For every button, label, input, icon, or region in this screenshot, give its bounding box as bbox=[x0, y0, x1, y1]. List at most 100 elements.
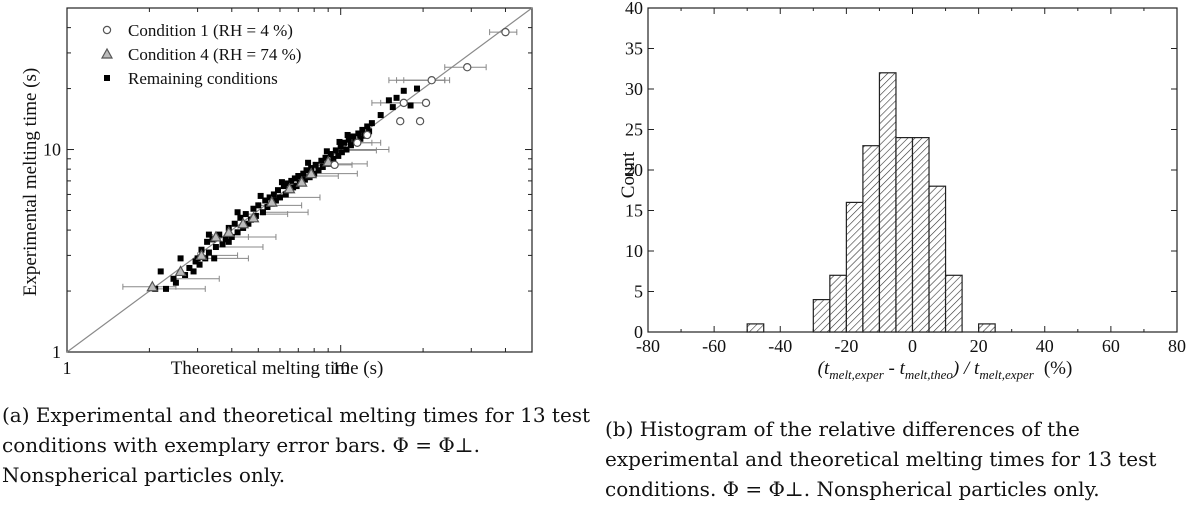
data-point bbox=[237, 214, 244, 221]
data-point bbox=[146, 280, 159, 292]
histogram-y-tick-label: 5 bbox=[634, 282, 643, 302]
legend-marker bbox=[102, 25, 112, 35]
data-point bbox=[192, 258, 199, 265]
histogram-x-tick-label: -20 bbox=[834, 336, 858, 356]
legend-box bbox=[92, 16, 344, 88]
data-point bbox=[364, 123, 371, 130]
data-point bbox=[270, 191, 277, 198]
histogram-y-tick-label: 30 bbox=[625, 79, 643, 99]
data-point bbox=[257, 192, 264, 199]
data-point bbox=[347, 142, 354, 149]
data-point bbox=[323, 148, 330, 155]
data-point bbox=[228, 233, 235, 240]
data-point bbox=[332, 147, 339, 154]
data-point bbox=[389, 104, 396, 111]
histogram-y-tick-label: 35 bbox=[625, 39, 643, 59]
histogram-y-tick-label: 25 bbox=[625, 120, 643, 140]
data-point bbox=[250, 205, 257, 212]
data-point bbox=[427, 75, 436, 85]
histogram-bar bbox=[812, 299, 831, 333]
data-point bbox=[319, 163, 326, 170]
data-point bbox=[255, 202, 262, 209]
data-point bbox=[363, 130, 372, 140]
histogram-bar bbox=[978, 323, 996, 333]
data-point bbox=[343, 146, 350, 153]
histogram-x-tick-label: 60 bbox=[1102, 336, 1120, 356]
data-point bbox=[357, 135, 364, 142]
data-point bbox=[353, 138, 362, 147]
data-point bbox=[318, 157, 325, 164]
scatter-y-tick-label: 1 bbox=[52, 342, 61, 362]
data-point bbox=[172, 279, 179, 286]
data-point bbox=[330, 160, 339, 170]
data-point bbox=[345, 136, 352, 143]
histogram-y-tick-label: 10 bbox=[625, 241, 643, 261]
histogram-x-tick-label: -80 bbox=[636, 336, 660, 356]
data-point bbox=[205, 231, 212, 238]
data-point bbox=[359, 126, 366, 133]
histogram-bar bbox=[895, 137, 914, 333]
histogram-x-tick-label: -60 bbox=[702, 336, 726, 356]
legend-marker bbox=[100, 47, 114, 59]
data-point bbox=[259, 209, 266, 216]
histogram-x-axis-label: (tmelt,exper - tmelt,theo) / tmelt,exper… bbox=[818, 358, 1073, 382]
data-point bbox=[300, 170, 307, 177]
data-point bbox=[211, 255, 218, 262]
data-point bbox=[247, 211, 260, 223]
data-point bbox=[336, 138, 343, 145]
histogram-y-tick-label: 20 bbox=[625, 160, 643, 180]
data-point bbox=[262, 197, 269, 204]
data-point bbox=[190, 268, 197, 275]
data-point bbox=[377, 112, 384, 119]
data-point bbox=[234, 209, 241, 216]
data-point bbox=[272, 197, 279, 204]
data-point bbox=[501, 27, 510, 37]
data-point bbox=[222, 226, 235, 237]
scatter-y-tick-label: 10 bbox=[43, 140, 61, 160]
scatter-x-tick-label: 10 bbox=[332, 358, 350, 378]
data-point bbox=[222, 236, 229, 243]
caption-a: (a) Experimental and theoretical melting… bbox=[2, 403, 591, 487]
data-point bbox=[407, 102, 414, 109]
data-point bbox=[278, 179, 285, 186]
data-point bbox=[196, 261, 203, 268]
data-point bbox=[368, 120, 375, 127]
histogram-y-tick-label: 15 bbox=[625, 201, 643, 221]
data-point bbox=[291, 175, 298, 182]
data-point bbox=[282, 191, 289, 198]
legend-marker bbox=[104, 75, 110, 81]
data-point bbox=[327, 151, 334, 158]
legend-label: Condition 1 (RH = 4 %) bbox=[128, 21, 293, 40]
histogram-bar bbox=[862, 145, 881, 333]
histogram-bar bbox=[878, 72, 897, 333]
scatter-plot-area: 1 10 1 10 bbox=[43, 7, 533, 378]
scatter-y-axis-label: Experimental melting time (s) bbox=[20, 68, 41, 296]
data-point bbox=[399, 98, 408, 108]
histogram-bar bbox=[944, 274, 963, 333]
data-point bbox=[157, 268, 164, 275]
data-point bbox=[295, 175, 308, 187]
histogram-chart: -80 -60 -40 -20 0 20 40 60 80 0 5 10 15 20 25 30 35 40 Co… bbox=[618, 0, 1186, 382]
data-point bbox=[344, 131, 351, 138]
data-point bbox=[350, 133, 357, 140]
data-point bbox=[216, 231, 223, 238]
histogram-x-tick-label: -40 bbox=[768, 336, 792, 356]
data-point bbox=[322, 154, 329, 161]
data-point bbox=[231, 220, 238, 227]
data-point bbox=[280, 183, 287, 190]
data-point bbox=[341, 139, 348, 146]
data-point bbox=[212, 244, 219, 251]
data-point bbox=[290, 184, 297, 191]
data-point bbox=[283, 182, 296, 194]
histogram-bar bbox=[829, 274, 847, 333]
data-point bbox=[415, 117, 425, 126]
scatter-axes-frame bbox=[66, 7, 533, 353]
data-point bbox=[335, 152, 342, 159]
data-point bbox=[301, 176, 308, 183]
data-point bbox=[264, 204, 271, 211]
data-point bbox=[338, 149, 345, 156]
scatter-legend: Condition 1 (RH = 4 %) Condition 4 (RH = … bbox=[92, 16, 344, 88]
data-point bbox=[204, 238, 211, 245]
histogram-x-tick-label: 40 bbox=[1036, 336, 1054, 356]
legend-label: Condition 4 (RH = 74 %) bbox=[128, 45, 301, 64]
